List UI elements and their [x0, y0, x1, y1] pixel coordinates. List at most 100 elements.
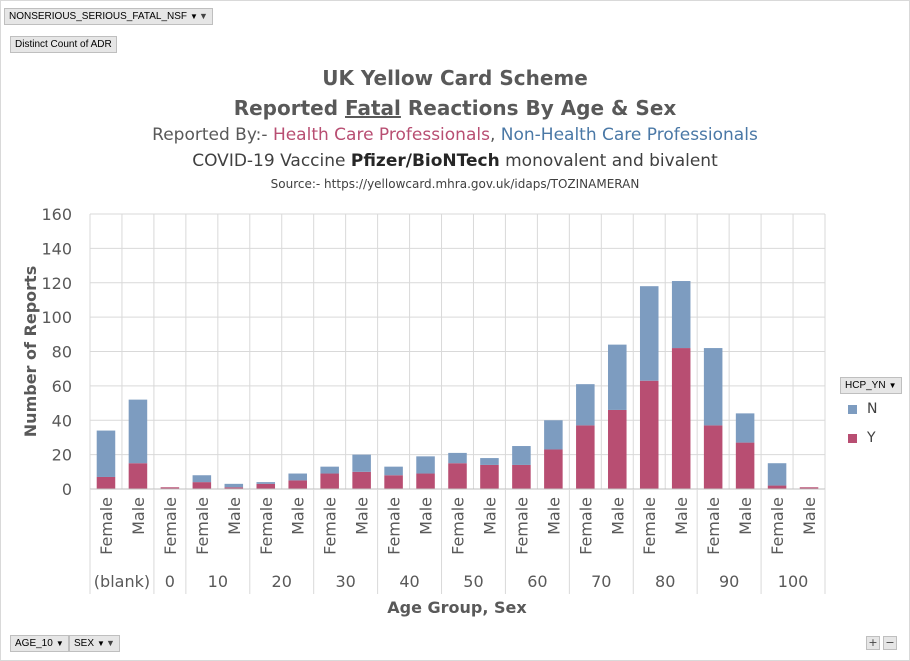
- bar-segment-y: [608, 409, 627, 489]
- x-tick-label-sex: Female: [576, 497, 595, 555]
- dropdown-icon: ▼: [97, 639, 105, 648]
- y-tick-label: 100: [41, 308, 72, 327]
- bar-segment-n: [320, 466, 339, 474]
- x-tick-label-sex: Female: [161, 497, 180, 555]
- y-tick-label: 160: [41, 205, 72, 224]
- bar-segment-y: [544, 449, 563, 489]
- x-tick-label-sex: Male: [672, 497, 691, 535]
- bar-segment-y: [320, 473, 339, 489]
- x-tick-label-sex: Male: [353, 497, 372, 535]
- bar-segment-n: [544, 420, 563, 450]
- bar-segment-y: [703, 425, 723, 489]
- y-tick-label: 60: [52, 377, 72, 396]
- axis-field-sex-label: SEX: [74, 638, 95, 649]
- bar-segment-y: [224, 487, 244, 489]
- filter-field-button[interactable]: NONSERIOUS_SERIOUS_FATAL_NSF ▼▼: [4, 8, 213, 25]
- x-tick-label-sex: Male: [289, 497, 308, 535]
- value-field-button[interactable]: Distinct Count of ADR: [10, 36, 117, 53]
- y-tick-label: 140: [41, 239, 72, 258]
- bar-segment-n: [576, 384, 595, 426]
- bar-segment-n: [128, 399, 148, 464]
- x-tick-label-sex: Male: [608, 497, 627, 535]
- vaccine-line: COVID-19 Vaccine Pfizer/BioNTech monoval…: [192, 151, 718, 171]
- x-tick-label-age: 10: [208, 572, 228, 591]
- bar-segment-y: [512, 464, 531, 489]
- y-tick-label: 20: [52, 446, 72, 465]
- x-tick-label-age: 20: [272, 572, 292, 591]
- axis-field-sex-button[interactable]: SEX ▼▼: [69, 635, 120, 652]
- x-tick-label-age: 40: [399, 572, 419, 591]
- value-field-label: Distinct Count of ADR: [15, 39, 112, 50]
- x-tick-label-age: 90: [719, 572, 739, 591]
- bar-segment-n: [192, 475, 212, 483]
- x-tick-label-sex: Female: [449, 497, 468, 555]
- bar-segment-n: [703, 348, 723, 426]
- bar-segment-n: [671, 281, 691, 349]
- legend-field-label: HCP_YN: [845, 380, 886, 391]
- x-tick-label-sex: Male: [480, 497, 499, 535]
- y-tick-label: 0: [62, 480, 72, 499]
- legend-swatch-n: [848, 404, 857, 414]
- x-tick-label-sex: Male: [544, 497, 563, 535]
- bar-segment-n: [416, 456, 435, 474]
- legend-item-n: N: [848, 401, 877, 417]
- bar-segment-y: [639, 380, 659, 489]
- x-tick-label-sex: Male: [129, 497, 148, 535]
- legend-label-n: N: [867, 401, 878, 417]
- bar-segment-y: [160, 487, 180, 489]
- bar-segment-n: [735, 413, 755, 443]
- bar-segment-y: [192, 482, 212, 489]
- bar-segment-n: [224, 483, 244, 488]
- expand-button[interactable]: +: [866, 636, 880, 650]
- bar-segment-y: [448, 463, 467, 489]
- bar-segment-n: [480, 458, 499, 465]
- bar-segment-y: [767, 485, 787, 489]
- bar-segment-y: [384, 475, 403, 489]
- x-tick-label-sex: Male: [417, 497, 436, 535]
- bar-segment-y: [576, 425, 595, 489]
- bar-segment-y: [799, 487, 819, 489]
- bar-segment-y: [735, 442, 755, 489]
- x-axis-title: Age Group, Sex: [387, 598, 527, 617]
- y-tick-label: 120: [41, 274, 72, 293]
- x-tick-label-age: 30: [335, 572, 355, 591]
- filter-funnel-icon: ▼: [198, 11, 208, 21]
- legend-field-button[interactable]: HCP_YN ▼: [840, 377, 902, 394]
- x-tick-label-sex: Female: [704, 497, 723, 555]
- bar-segment-n: [256, 482, 276, 484]
- bar-segment-y: [256, 483, 276, 489]
- bar-segment-n: [608, 344, 627, 410]
- x-tick-label-age: 50: [463, 572, 483, 591]
- bar-segment-y: [288, 480, 307, 489]
- bar-segment-n: [288, 473, 307, 481]
- x-tick-label-sex: Female: [512, 497, 531, 555]
- x-tick-label-sex: Female: [321, 497, 340, 555]
- x-tick-label-sex: Female: [257, 497, 276, 555]
- chart-subtitle: Reported Fatal Reactions By Age & Sex: [233, 96, 677, 120]
- x-tick-label-sex: Male: [736, 497, 755, 535]
- x-tick-label-age: 0: [165, 572, 175, 591]
- dropdown-icon: ▼: [55, 639, 64, 648]
- bar-segment-y: [96, 476, 116, 489]
- bar-segment-n: [639, 286, 659, 381]
- bar-segment-y: [480, 464, 499, 489]
- x-tick-label-sex: Male: [225, 497, 244, 535]
- y-axis-title: Number of Reports: [21, 266, 40, 437]
- x-tick-label-sex: Female: [768, 497, 787, 555]
- x-tick-label-age: 80: [655, 572, 675, 591]
- bar-segment-n: [352, 454, 371, 472]
- x-tick-label-age: (blank): [94, 572, 150, 591]
- collapse-button[interactable]: −: [883, 636, 897, 650]
- axis-field-age-button[interactable]: AGE_10 ▼: [10, 635, 69, 652]
- chart-title: UK Yellow Card Scheme: [322, 66, 588, 90]
- x-tick-label-sex: Female: [193, 497, 212, 555]
- x-tick-label-age: 100: [778, 572, 809, 591]
- bar-segment-y: [416, 473, 435, 489]
- x-tick-label-sex: Female: [97, 497, 116, 555]
- x-tick-label-sex: Male: [800, 497, 819, 535]
- x-tick-label-sex: Female: [640, 497, 659, 555]
- bar-segment-n: [96, 430, 116, 477]
- legend-label-y: Y: [867, 430, 876, 446]
- bar-segment-n: [384, 466, 403, 476]
